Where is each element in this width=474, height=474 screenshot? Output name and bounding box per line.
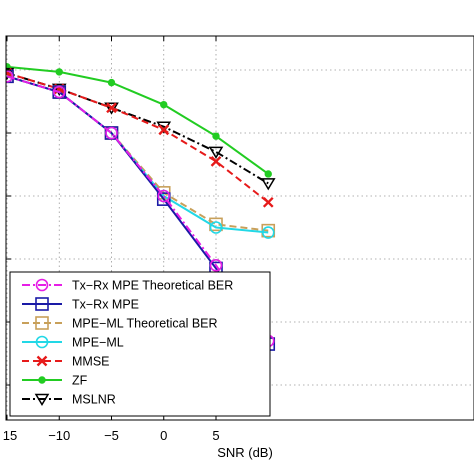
data-point [156,192,171,206]
legend-label: MPE−ML Theoretical BER [72,317,218,331]
data-point [260,178,276,191]
legend-marker [34,393,50,406]
legend-marker [35,335,49,349]
series-line [6,65,269,175]
plot-frame [5,35,474,421]
series-line [6,72,269,204]
data-point [264,170,272,178]
data-point [55,68,63,76]
legend-box [9,271,271,417]
data-point [105,126,118,140]
marker-stroke [158,124,170,136]
data-point [212,132,220,140]
data-point [6,70,14,83]
x-tick-label: 15 [3,428,17,443]
legend-item-3: MPE−ML [22,336,124,350]
marker-stroke [36,355,48,367]
x-tick-label: −10 [48,428,70,443]
data-point [262,196,274,208]
x-tick-label: 0 [160,428,167,443]
data-point [160,100,168,109]
data-point [157,189,171,203]
legend-label: MMSE [72,355,110,369]
data-point [208,146,224,159]
legend-label: MPE−ML [72,336,124,350]
legend-item-4: MMSE [22,355,110,369]
data-point [158,124,170,136]
legend-item-1: Tx−Rx MPE [22,297,139,312]
legend-item-0: Tx−Rx MPE Theoretical BER [22,279,233,293]
legend-label: Tx−Rx MPE [72,298,139,312]
legend-marker [35,316,49,330]
axis-ticks: 15 −10 −5 0 5 [3,36,220,443]
legend-item-2: MPE−ML Theoretical BER [22,316,218,331]
legend-label: ZF [72,374,88,388]
legend: Tx−Rx MPE Theoretical BER Tx−Rx MPE MPE−ML… [9,271,271,417]
legend-marker [35,297,49,311]
data-point [261,226,275,239]
legend-marker [38,376,46,384]
data-point [209,258,223,272]
legend-item-6: MSLNR [22,393,116,407]
legend-label: Tx−Rx MPE Theoretical BER [72,279,233,293]
data-point [52,85,66,99]
marker-stroke [106,102,117,114]
data-point [209,221,223,234]
legend-marker [35,278,49,292]
data-point [210,156,222,167]
legend-marker [36,355,48,367]
marker-stroke [262,196,274,208]
data-point [106,102,117,114]
x-axis-label: SNR (dB) [217,445,273,460]
marker-stroke [210,156,222,167]
x-tick-label: −5 [104,428,119,443]
data-point [107,78,116,87]
legend-item-5: ZF [22,374,88,388]
legend-label: MSLNR [72,393,116,407]
x-tick-label: 5 [212,428,219,443]
